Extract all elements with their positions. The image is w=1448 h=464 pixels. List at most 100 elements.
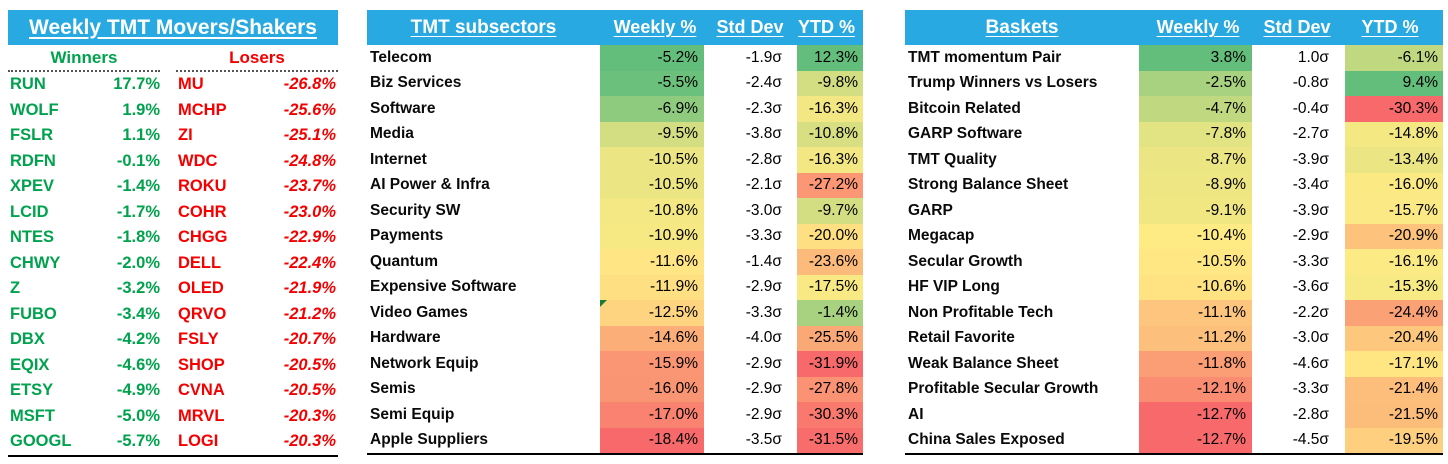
loser-weekly-pct: -22.4% (283, 253, 336, 272)
row-label: Biz Services (370, 74, 462, 92)
stddev-cell: -1.9σ (710, 45, 790, 71)
loser-weekly-pct: -25.6% (283, 100, 336, 119)
winner-ticker: RUN (10, 75, 46, 94)
row-label: Software (370, 99, 436, 117)
ytd-pct-cell: -27.8% (797, 376, 863, 402)
stddev-cell: -0.8σ (1257, 70, 1337, 96)
winner-weekly-pct: -3.4% (116, 304, 160, 323)
winner-weekly-pct: -0.1% (116, 151, 160, 170)
table-row: GOOGL -5.7% LOGI -20.3% (8, 429, 338, 455)
winner-weekly-pct: -4.2% (116, 330, 160, 349)
stddev-cell: -4.0σ (710, 325, 790, 351)
subsectors-title: TMT subsectors (410, 16, 557, 38)
stddev-cell: -4.5σ (1257, 427, 1337, 453)
loser-weekly-pct: -23.0% (283, 202, 336, 221)
baskets-ytd-header: YTD % (1361, 17, 1419, 37)
subsectors-ytd-header: YTD % (797, 17, 855, 37)
movers-title: Weekly TMT Movers/Shakers (29, 15, 317, 39)
loser-weekly-pct: -26.8% (283, 75, 336, 94)
weekly-pct-cell: -12.1% (1139, 376, 1252, 402)
row-label: Megacap (908, 227, 975, 245)
stddev-cell: -2.9σ (710, 274, 790, 300)
stddev-cell: -3.3σ (1257, 249, 1337, 275)
weekly-pct-cell: -15.9% (600, 351, 704, 377)
table-row: Semi Equip -17.0% -2.9σ -30.3% (367, 402, 863, 428)
table-row: Payments -10.9% -3.3σ -20.0% (367, 223, 863, 249)
row-label: Quantum (370, 252, 439, 270)
ytd-pct-cell: -1.4% (797, 300, 863, 326)
winner-ticker: LCID (10, 202, 49, 221)
table-row: Network Equip -15.9% -2.9σ -31.9% (367, 351, 863, 377)
stddev-cell: -2.1σ (710, 172, 790, 198)
loser-weekly-pct: -23.7% (283, 177, 336, 196)
weekly-pct-cell: -11.2% (1139, 325, 1252, 351)
winner-weekly-pct: -1.7% (116, 202, 160, 221)
table-row: RUN 17.7% MU -26.8% (8, 72, 338, 98)
row-label: Network Equip (370, 354, 479, 372)
table-row: Hardware -14.6% -4.0σ -25.5% (367, 325, 863, 351)
movers-panel: Weekly TMT Movers/Shakers Winners Losers… (8, 10, 338, 457)
ytd-pct-cell: -23.6% (797, 249, 863, 275)
row-label: GARP (908, 201, 953, 219)
weekly-pct-cell: -11.6% (600, 249, 704, 275)
table-row: Bitcoin Related -4.7% -0.4σ -30.3% (905, 96, 1443, 122)
ytd-pct-cell: -15.7% (1345, 198, 1443, 224)
table-row: WOLF 1.9% MCHP -25.6% (8, 98, 338, 124)
weekly-pct-cell: -9.1% (1139, 198, 1252, 224)
loser-ticker: OLED (178, 279, 224, 298)
stddev-cell: -3.0σ (710, 198, 790, 224)
loser-ticker: MRVL (178, 406, 225, 425)
stddev-cell: -2.2σ (1257, 300, 1337, 326)
ytd-pct-cell: 12.3% (797, 45, 863, 71)
loser-ticker: CVNA (178, 381, 225, 400)
winner-ticker: Z (10, 279, 21, 298)
table-row: HF VIP Long -10.6% -3.6σ -15.3% (905, 274, 1443, 300)
table-row: Megacap -10.4% -2.9σ -20.9% (905, 223, 1443, 249)
winner-ticker: ETSY (10, 381, 54, 400)
row-label: Expensive Software (370, 278, 517, 296)
loser-weekly-pct: -20.7% (283, 330, 336, 349)
baskets-header-band: Baskets Weekly % Std Dev YTD % (905, 10, 1443, 45)
stddev-cell: -3.8σ (710, 121, 790, 147)
stddev-cell: -3.6σ (1257, 274, 1337, 300)
weekly-pct-cell: -12.7% (1139, 402, 1252, 428)
baskets-table-body: TMT momentum Pair 3.8% 1.0σ -6.1% Trump Winn… (905, 45, 1443, 455)
winner-ticker: FSLR (10, 126, 54, 145)
ytd-pct-cell: -30.3% (797, 402, 863, 428)
table-row: Apple Suppliers -18.4% -3.5σ -31.5% (367, 427, 863, 453)
subsectors-header-band: TMT subsectors Weekly % Std Dev YTD % (367, 10, 863, 45)
ytd-pct-cell: -27.2% (797, 172, 863, 198)
table-row: CHWY -2.0% DELL -22.4% (8, 251, 338, 277)
table-row: Expensive Software -11.9% -2.9σ -17.5% (367, 274, 863, 300)
table-row: FUBO -3.4% QRVO -21.2% (8, 302, 338, 328)
row-label: Non Profitable Tech (908, 303, 1054, 321)
ytd-pct-cell: -17.5% (797, 274, 863, 300)
row-label: Secular Growth (908, 252, 1023, 270)
row-label: Semi Equip (370, 405, 455, 423)
ytd-pct-cell: -14.8% (1345, 121, 1443, 147)
ytd-pct-cell: -19.5% (1345, 427, 1443, 453)
table-row: XPEV -1.4% ROKU -23.7% (8, 174, 338, 200)
weekly-pct-cell: -11.8% (1139, 351, 1252, 377)
loser-weekly-pct: -21.9% (283, 279, 336, 298)
loser-weekly-pct: -20.3% (283, 432, 336, 451)
weekly-pct-cell: -10.5% (600, 147, 704, 173)
row-label: AI Power & Infra (370, 176, 490, 194)
table-row: China Sales Exposed -12.7% -4.5σ -19.5% (905, 427, 1443, 453)
loser-ticker: DELL (178, 253, 222, 272)
loser-ticker: WDC (178, 151, 218, 170)
row-label: Media (370, 125, 414, 143)
weekly-pct-cell: -12.5% (600, 300, 704, 326)
stddev-cell: -2.9σ (710, 402, 790, 428)
subsectors-panel: TMT subsectors Weekly % Std Dev YTD % Te… (367, 10, 863, 455)
table-row: Non Profitable Tech -11.1% -2.2σ -24.4% (905, 300, 1443, 326)
subsectors-table-body: Telecom -5.2% -1.9σ 12.3% Biz Services -5.5% -… (367, 45, 863, 455)
winner-weekly-pct: -4.9% (116, 381, 160, 400)
stddev-cell: -4.6σ (1257, 351, 1337, 377)
losers-header: Losers (176, 45, 338, 72)
ytd-pct-cell: -13.4% (1345, 147, 1443, 173)
table-row: Internet -10.5% -2.8σ -16.3% (367, 147, 863, 173)
row-label: Payments (370, 227, 444, 245)
weekly-pct-cell: 3.8% (1139, 45, 1252, 71)
loser-ticker: COHR (178, 202, 227, 221)
